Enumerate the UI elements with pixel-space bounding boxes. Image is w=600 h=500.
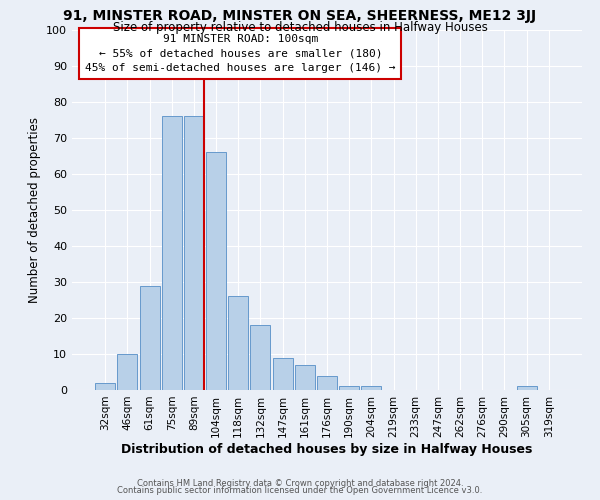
Bar bbox=[250, 325, 271, 390]
Bar bbox=[184, 116, 204, 390]
Bar bbox=[140, 286, 160, 390]
Text: Contains public sector information licensed under the Open Government Licence v3: Contains public sector information licen… bbox=[118, 486, 482, 495]
Bar bbox=[272, 358, 293, 390]
Text: Size of property relative to detached houses in Halfway Houses: Size of property relative to detached ho… bbox=[113, 21, 487, 34]
Bar bbox=[339, 386, 359, 390]
Bar bbox=[295, 365, 315, 390]
Text: Contains HM Land Registry data © Crown copyright and database right 2024.: Contains HM Land Registry data © Crown c… bbox=[137, 478, 463, 488]
Bar bbox=[95, 383, 115, 390]
Bar bbox=[228, 296, 248, 390]
Bar bbox=[317, 376, 337, 390]
Text: 91, MINSTER ROAD, MINSTER ON SEA, SHEERNESS, ME12 3JJ: 91, MINSTER ROAD, MINSTER ON SEA, SHEERN… bbox=[64, 9, 536, 23]
Text: 91 MINSTER ROAD: 100sqm
← 55% of detached houses are smaller (180)
45% of semi-d: 91 MINSTER ROAD: 100sqm ← 55% of detache… bbox=[85, 34, 395, 73]
Bar bbox=[206, 152, 226, 390]
Bar bbox=[361, 386, 382, 390]
Bar bbox=[162, 116, 182, 390]
X-axis label: Distribution of detached houses by size in Halfway Houses: Distribution of detached houses by size … bbox=[121, 442, 533, 456]
Bar bbox=[118, 354, 137, 390]
Y-axis label: Number of detached properties: Number of detached properties bbox=[28, 117, 41, 303]
Bar bbox=[517, 386, 536, 390]
